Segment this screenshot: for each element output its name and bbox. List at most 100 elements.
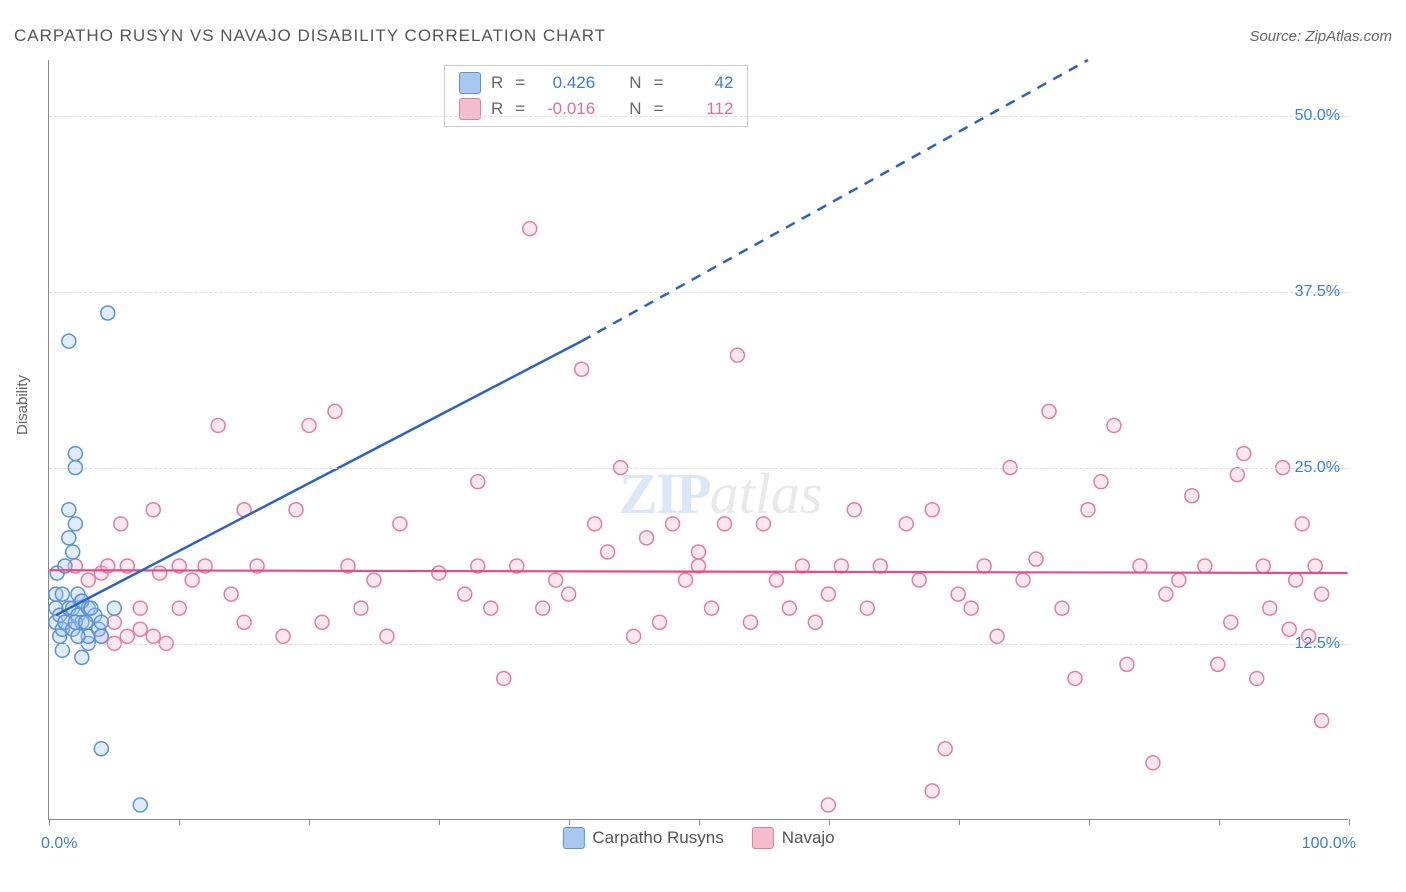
data-point-navajo xyxy=(1211,657,1225,671)
data-point-navajo xyxy=(153,566,167,580)
y-tick-label: 12.5% xyxy=(1295,635,1340,653)
gridline xyxy=(49,292,1348,293)
data-point-navajo xyxy=(328,404,342,418)
data-point-navajo xyxy=(704,601,718,615)
data-point-carpatho xyxy=(94,629,108,643)
data-point-carpatho xyxy=(133,798,147,812)
data-point-navajo xyxy=(640,531,654,545)
data-point-navajo xyxy=(1198,559,1212,573)
x-tick xyxy=(179,819,180,825)
data-point-carpatho xyxy=(107,601,121,615)
data-point-navajo xyxy=(562,587,576,601)
data-point-carpatho xyxy=(62,531,76,545)
data-point-navajo xyxy=(107,615,121,629)
trendline xyxy=(56,341,582,615)
data-point-navajo xyxy=(1263,601,1277,615)
data-point-navajo xyxy=(432,566,446,580)
data-point-navajo xyxy=(211,418,225,432)
data-point-navajo xyxy=(990,629,1004,643)
chart-plot-area: ZIPatlas R = 0.426 N = 42 R = -0.016 N =… xyxy=(48,60,1348,820)
data-point-navajo xyxy=(1081,503,1095,517)
data-point-navajo xyxy=(1094,475,1108,489)
x-tick xyxy=(959,819,960,825)
r-label: R xyxy=(491,73,503,93)
data-point-navajo xyxy=(860,601,874,615)
data-point-navajo xyxy=(1107,418,1121,432)
x-min-label: 0.0% xyxy=(41,835,77,853)
data-point-carpatho xyxy=(55,643,69,657)
x-tick xyxy=(309,819,310,825)
data-point-navajo xyxy=(899,517,913,531)
scatter-svg xyxy=(49,60,1348,819)
data-point-navajo xyxy=(938,742,952,756)
data-point-navajo xyxy=(1289,573,1303,587)
data-point-navajo xyxy=(354,601,368,615)
data-point-navajo xyxy=(575,362,589,376)
legend-item-carpatho: Carpatho Rusyns xyxy=(562,827,723,849)
data-point-navajo xyxy=(458,587,472,601)
data-point-navajo xyxy=(717,517,731,531)
data-point-navajo xyxy=(81,573,95,587)
data-point-navajo xyxy=(1230,468,1244,482)
data-point-navajo xyxy=(1237,447,1251,461)
data-point-navajo xyxy=(1068,671,1082,685)
data-point-carpatho xyxy=(62,503,76,517)
data-point-navajo xyxy=(1016,573,1030,587)
data-point-navajo xyxy=(133,601,147,615)
data-point-navajo xyxy=(146,503,160,517)
data-point-navajo xyxy=(224,587,238,601)
x-tick xyxy=(49,819,50,825)
data-point-carpatho xyxy=(94,742,108,756)
data-point-navajo xyxy=(1042,404,1056,418)
data-point-navajo xyxy=(666,517,680,531)
data-point-navajo xyxy=(237,615,251,629)
data-point-navajo xyxy=(484,601,498,615)
data-point-navajo xyxy=(925,784,939,798)
legend-item-navajo: Navajo xyxy=(752,827,835,849)
data-point-carpatho xyxy=(84,601,98,615)
data-point-navajo xyxy=(782,601,796,615)
data-point-carpatho xyxy=(62,334,76,348)
data-point-carpatho xyxy=(94,615,108,629)
data-point-navajo xyxy=(1308,559,1322,573)
x-max-label: 100.0% xyxy=(1302,835,1356,853)
data-point-navajo xyxy=(523,222,537,236)
data-point-navajo xyxy=(925,503,939,517)
data-point-navajo xyxy=(1315,714,1329,728)
data-point-carpatho xyxy=(68,447,82,461)
data-point-carpatho xyxy=(66,545,80,559)
series-legend: Carpatho Rusyns Navajo xyxy=(562,827,834,849)
data-point-navajo xyxy=(497,671,511,685)
x-tick xyxy=(699,819,700,825)
data-point-navajo xyxy=(549,573,563,587)
data-point-navajo xyxy=(393,517,407,531)
data-point-navajo xyxy=(315,615,329,629)
y-tick-label: 37.5% xyxy=(1295,283,1340,301)
data-point-navajo xyxy=(692,545,706,559)
data-point-navajo xyxy=(185,573,199,587)
data-point-carpatho xyxy=(101,306,115,320)
data-point-navajo xyxy=(730,348,744,362)
gridline xyxy=(49,116,1348,117)
data-point-navajo xyxy=(1172,573,1186,587)
data-point-navajo xyxy=(1055,601,1069,615)
y-tick-label: 50.0% xyxy=(1295,107,1340,125)
data-point-navajo xyxy=(1029,552,1043,566)
data-point-navajo xyxy=(756,517,770,531)
x-tick xyxy=(829,819,830,825)
data-point-navajo xyxy=(1250,671,1264,685)
source-label: Source: ZipAtlas.com xyxy=(1249,28,1392,45)
data-point-navajo xyxy=(289,503,303,517)
data-point-navajo xyxy=(367,573,381,587)
data-point-navajo xyxy=(964,601,978,615)
data-point-navajo xyxy=(276,629,290,643)
trendline xyxy=(49,570,1347,573)
legend-swatch-navajo xyxy=(752,827,774,849)
data-point-navajo xyxy=(1133,559,1147,573)
data-point-navajo xyxy=(1224,615,1238,629)
data-point-navajo xyxy=(769,573,783,587)
data-point-carpatho xyxy=(55,587,69,601)
data-point-navajo xyxy=(912,573,926,587)
data-point-navajo xyxy=(873,559,887,573)
legend-label-carpatho: Carpatho Rusyns xyxy=(592,828,723,848)
